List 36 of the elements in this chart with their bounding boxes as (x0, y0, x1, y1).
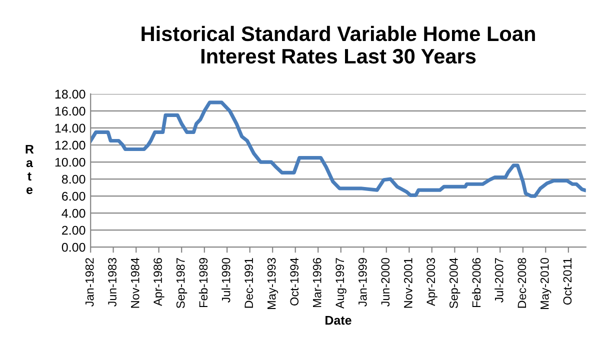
y-tick-label: 2.00 (62, 226, 86, 235)
x-tick-label: Sep-1987 (176, 258, 188, 308)
x-tick-label: Oct-1994 (290, 258, 299, 306)
chart-title: Historical Standard Variable Home Loan Interest Rates Last 30 Years (142, 26, 535, 64)
x-tick-label: Jul-2007 (494, 258, 504, 303)
x-tick-label: Feb-1989 (198, 258, 208, 308)
x-tick-label: Dec-2008 (518, 258, 526, 308)
x-tick-label: Nov-1984 (130, 258, 140, 308)
x-tick-label: Oct-2011 (563, 258, 572, 305)
y-tick-label: 4.00 (62, 208, 86, 218)
x-tick-label: Jan-1982 (85, 258, 94, 307)
x-tick-label: Jun-1983 (108, 258, 116, 307)
y-tick-label: 0.00 (62, 242, 86, 252)
x-tick-label: Apr-2003 (426, 258, 438, 306)
y-tick-label: 16.00 (55, 106, 86, 116)
x-tick-label: Nov-2001 (404, 258, 412, 308)
x-tick-label: Feb-2006 (472, 258, 481, 308)
x-tick-label: May-1993 (267, 258, 278, 310)
x-tick-label: May-2010 (540, 258, 552, 310)
x-tick-label: Jun-2000 (381, 258, 390, 307)
x-tick-label: Aug-1997 (336, 258, 346, 309)
x-tick-label: Apr-1986 (154, 258, 164, 306)
y-tick-label: 10.00 (55, 158, 86, 167)
y-tick-label: 18.00 (55, 90, 86, 99)
y-tick-label: 8.00 (62, 174, 86, 184)
y-tick-label: 14.00 (55, 124, 86, 133)
line-series (90, 100, 586, 198)
x-tick-label: Jan-1999 (358, 258, 367, 307)
x-tick-label: Mar-1996 (312, 258, 322, 308)
x-tick-label: Sep-2004 (450, 258, 460, 308)
x-tick-label: Jul-1990 (222, 258, 230, 303)
x-tick-label: Dec-1991 (244, 258, 254, 308)
y-tick-label: 6.00 (62, 192, 86, 201)
y-axis-title: Rate (26, 144, 34, 194)
x-axis-title: Date (326, 316, 352, 325)
y-tick-label: 12.00 (55, 140, 86, 150)
